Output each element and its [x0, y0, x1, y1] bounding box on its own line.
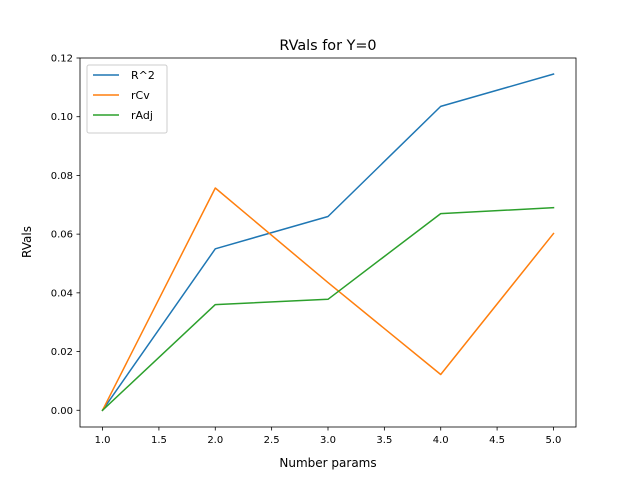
- legend-label-r-2: R^2: [131, 69, 155, 82]
- y-tick-label: 0.12: [51, 54, 73, 65]
- y-axis-label: RVals: [20, 226, 34, 258]
- x-tick-label: 2.5: [264, 435, 280, 446]
- y-tick-label: 0.04: [51, 288, 73, 299]
- x-tick-label: 4.5: [489, 435, 505, 446]
- chart-title: RVals for Y=0: [279, 38, 376, 54]
- x-tick-label: 4.0: [433, 435, 449, 446]
- x-tick-label: 3.5: [376, 435, 392, 446]
- x-tick-label: 1.0: [95, 435, 111, 446]
- legend-box: [86, 64, 168, 134]
- y-tick-label: 0.06: [51, 230, 73, 241]
- x-tick-label: 1.5: [151, 435, 167, 446]
- x-axis-label: Number params: [279, 456, 376, 470]
- series-line-r-2: [101, 73, 555, 412]
- y-tick-label: 0.00: [51, 406, 73, 417]
- y-tick-label: 0.02: [51, 347, 73, 358]
- x-tick-label: 5.0: [546, 435, 562, 446]
- series-line-rcv: [101, 187, 555, 412]
- y-axis: 0.00 0.02 0.04 0.06 0.08 0.10 0.12: [51, 54, 80, 417]
- legend-label-rcv: rCv: [131, 89, 150, 102]
- y-tick-label: 0.08: [51, 171, 73, 182]
- x-axis: 1.0 1.5 2.0 2.5 3.0 3.5 4.0 4.5 5.0: [95, 427, 562, 446]
- series-line-radj: [101, 206, 555, 412]
- series-group: [101, 73, 555, 412]
- x-tick-label: 3.0: [320, 435, 336, 446]
- legend: R^2 rCv rAdj: [86, 64, 168, 134]
- legend-label-radj: rAdj: [131, 109, 153, 122]
- y-tick-label: 0.10: [51, 112, 73, 123]
- x-tick-label: 2.0: [207, 435, 223, 446]
